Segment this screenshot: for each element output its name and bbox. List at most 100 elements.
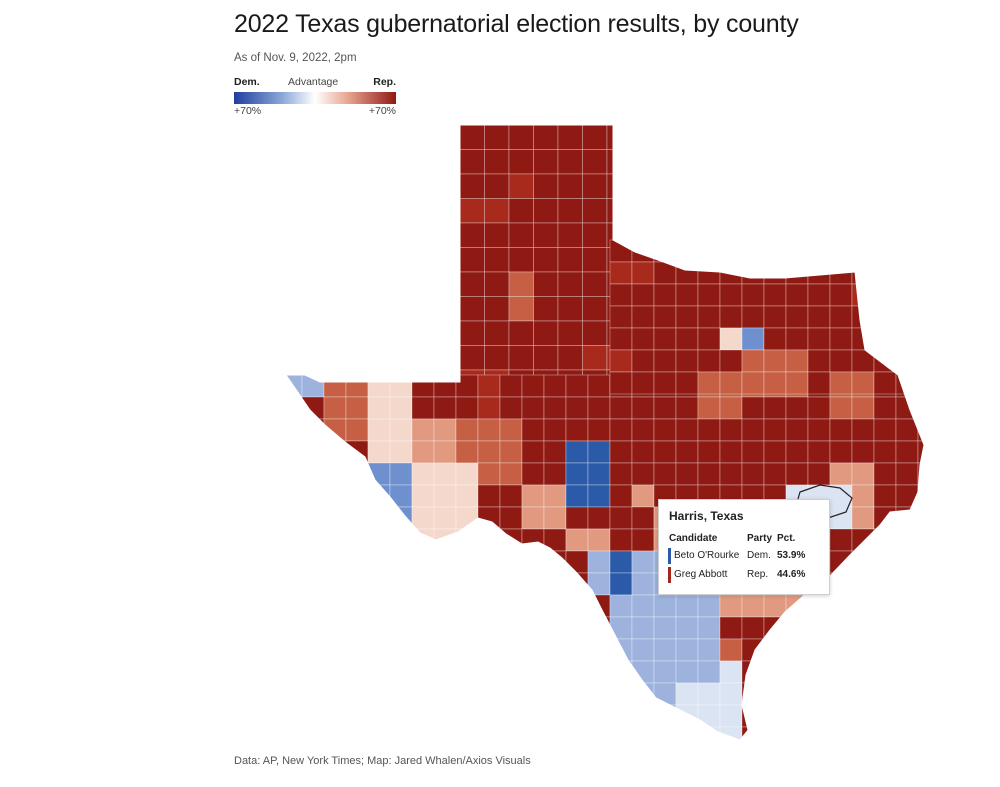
county-shape[interactable] [557,345,583,371]
county-shape[interactable] [411,726,435,745]
county-shape[interactable] [367,506,391,530]
county-shape[interactable] [508,198,534,224]
county-shape[interactable] [455,726,479,745]
county-shape[interactable] [533,173,559,199]
county-shape[interactable] [508,247,534,273]
county-shape[interactable] [459,173,485,199]
county-shape[interactable] [301,682,325,706]
county-shape[interactable] [557,149,583,175]
county-shape[interactable] [895,261,919,285]
county-shape[interactable] [565,572,589,596]
county-shape[interactable] [543,418,567,442]
county-shape[interactable] [389,440,413,464]
county-shape[interactable] [280,506,303,530]
county-shape[interactable] [543,594,567,618]
county-shape[interactable] [653,283,677,307]
county-shape[interactable] [895,440,919,464]
county-shape[interactable] [345,550,369,574]
county-shape[interactable] [917,261,940,285]
county-shape[interactable] [873,261,897,285]
county-shape[interactable] [631,550,655,574]
county-shape[interactable] [587,726,611,745]
county-shape[interactable] [653,594,677,618]
county-shape[interactable] [521,418,545,442]
county-shape[interactable] [675,638,699,662]
county-shape[interactable] [631,726,655,745]
county-shape[interactable] [455,594,479,618]
county-shape[interactable] [851,349,875,373]
county-shape[interactable] [477,726,501,745]
county-shape[interactable] [455,550,479,574]
county-shape[interactable] [345,616,369,640]
county-shape[interactable] [719,726,743,745]
county-shape[interactable] [433,594,457,618]
county-shape[interactable] [499,726,523,745]
county-shape[interactable] [543,374,567,398]
county-shape[interactable] [606,173,632,199]
county-shape[interactable] [851,305,875,329]
county-shape[interactable] [521,374,545,398]
county-shape[interactable] [582,247,608,273]
county-shape[interactable] [785,704,809,728]
county-shape[interactable] [697,594,721,618]
county-shape[interactable] [323,638,347,662]
county-shape[interactable] [895,349,919,373]
county-shape[interactable] [301,726,325,745]
county-shape[interactable] [829,616,853,640]
county-shape[interactable] [631,283,655,307]
county-shape[interactable] [829,349,853,373]
county-shape[interactable] [521,726,545,745]
county-shape[interactable] [917,371,940,395]
county-shape[interactable] [543,550,567,574]
county-shape[interactable] [484,173,510,199]
county-shape[interactable] [653,327,677,351]
county-shape[interactable] [719,396,743,420]
county-shape[interactable] [543,660,567,684]
county-shape[interactable] [895,550,919,574]
county-shape[interactable] [917,396,940,420]
county-shape[interactable] [459,271,485,297]
county-shape[interactable] [367,594,391,618]
county-shape[interactable] [653,682,677,706]
county-shape[interactable] [533,198,559,224]
county-shape[interactable] [895,572,919,596]
county-shape[interactable] [587,396,611,420]
county-shape[interactable] [411,660,435,684]
county-shape[interactable] [829,305,853,329]
county-shape[interactable] [719,594,743,618]
county-shape[interactable] [917,462,940,486]
county-shape[interactable] [543,726,567,745]
county-shape[interactable] [873,704,897,728]
county-shape[interactable] [829,327,853,351]
county-shape[interactable] [477,704,501,728]
county-shape[interactable] [631,484,655,508]
county-shape[interactable] [895,616,919,640]
county-shape[interactable] [917,594,940,618]
county-shape[interactable] [533,125,559,150]
county-shape[interactable] [895,239,919,263]
county-shape[interactable] [829,371,853,395]
county-shape[interactable] [807,638,831,662]
county-shape[interactable] [582,296,608,322]
county-shape[interactable] [533,247,559,273]
county-shape[interactable] [280,550,303,574]
county-shape[interactable] [895,704,919,728]
county-shape[interactable] [301,638,325,662]
county-shape[interactable] [697,462,721,486]
county-shape[interactable] [557,125,583,150]
county-shape[interactable] [719,305,743,329]
county-shape[interactable] [455,528,479,552]
county-shape[interactable] [675,594,699,618]
county-shape[interactable] [851,418,875,442]
county-shape[interactable] [345,528,369,552]
county-shape[interactable] [675,305,699,329]
county-shape[interactable] [565,682,589,706]
county-shape[interactable] [675,682,699,706]
county-shape[interactable] [367,726,391,745]
county-shape[interactable] [459,198,485,224]
county-shape[interactable] [917,239,940,263]
county-shape[interactable] [917,506,940,530]
county-shape[interactable] [653,462,677,486]
county-shape[interactable] [807,440,831,464]
county-shape[interactable] [280,638,303,662]
